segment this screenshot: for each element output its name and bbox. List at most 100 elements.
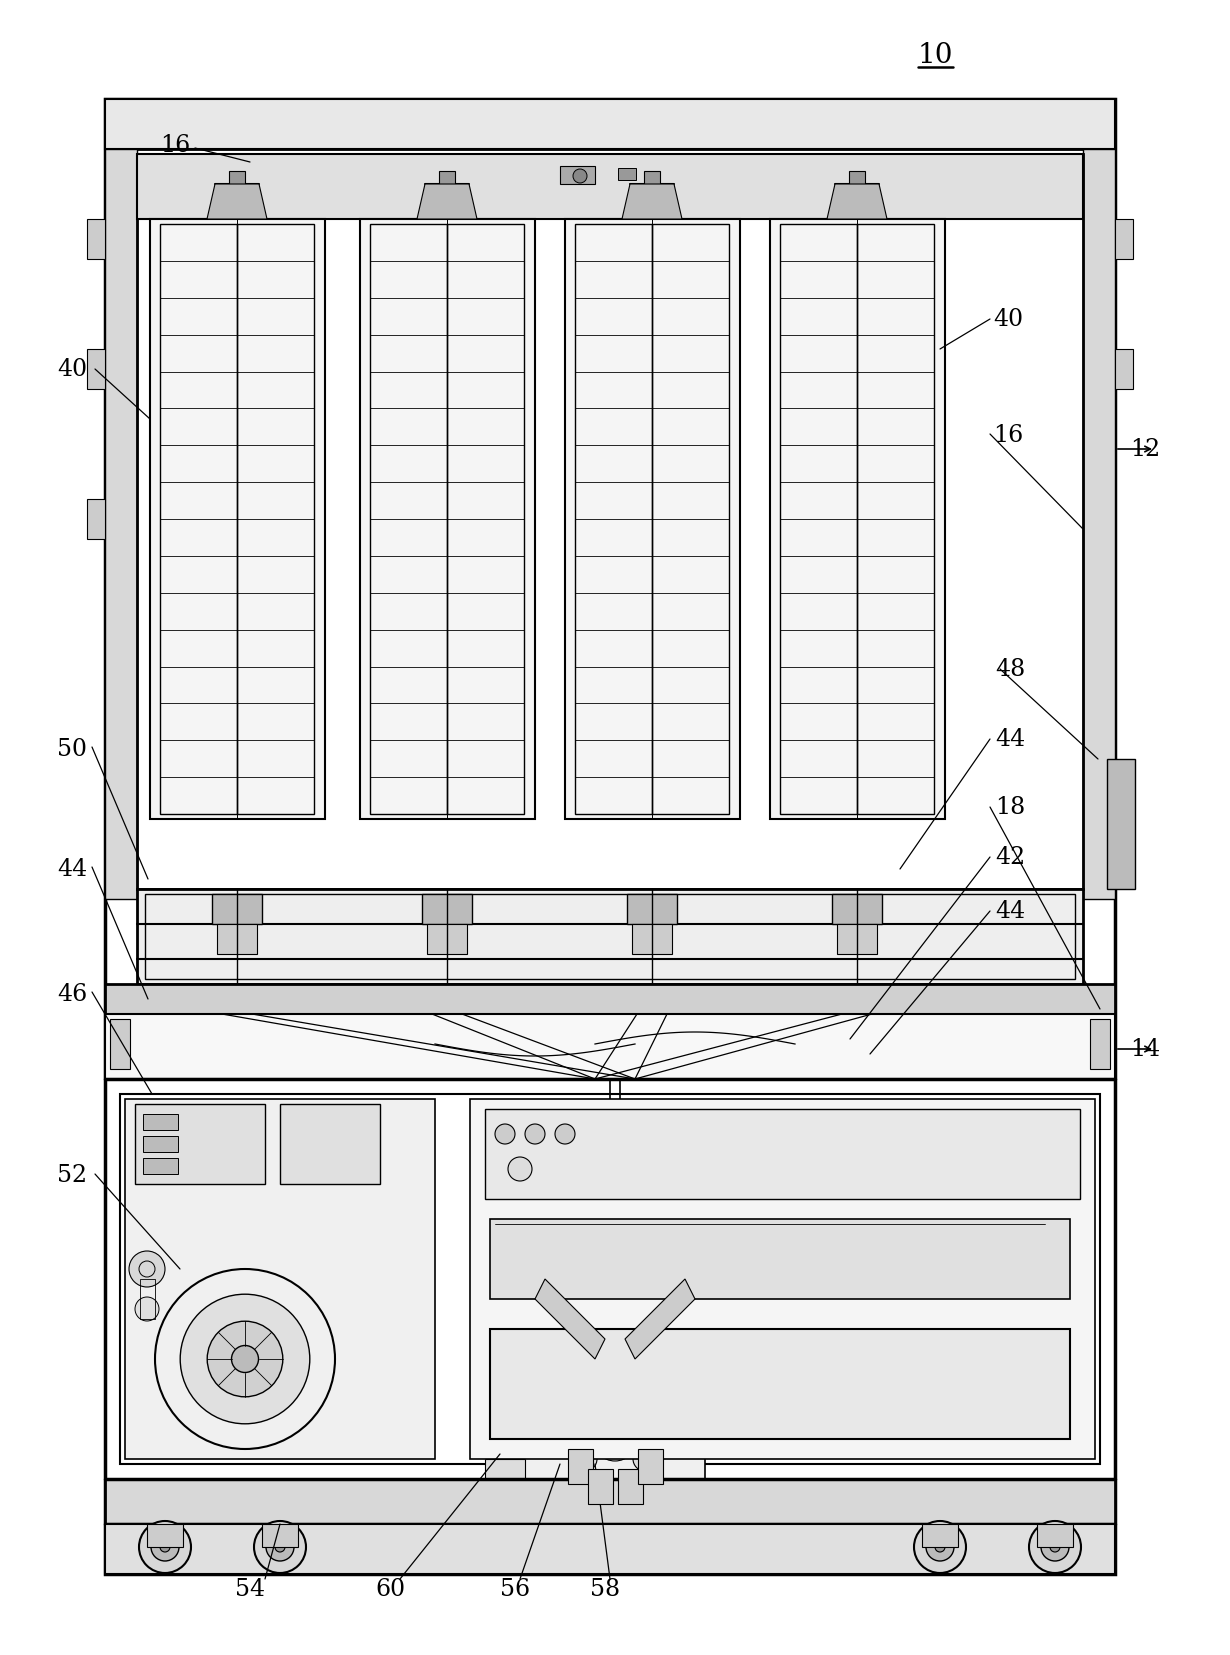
Bar (105, 151, 137, 899)
Polygon shape (417, 185, 477, 220)
Bar (105, 1480, 1116, 1524)
Bar (836, 925, 877, 955)
Circle shape (935, 1542, 945, 1552)
Text: 46: 46 (57, 983, 87, 1006)
Bar (849, 172, 865, 185)
Text: 56: 56 (499, 1577, 530, 1600)
Polygon shape (827, 185, 887, 220)
Bar (105, 1079, 1116, 1480)
Bar (105, 99, 1116, 1574)
Bar (137, 156, 1082, 220)
Circle shape (151, 1533, 180, 1561)
Bar (617, 169, 636, 180)
Bar (560, 167, 595, 185)
Bar (1116, 349, 1133, 391)
Bar (229, 172, 245, 185)
Text: 10: 10 (918, 41, 953, 68)
Circle shape (1050, 1542, 1060, 1552)
Bar (105, 985, 1116, 1015)
Text: 40: 40 (993, 308, 1023, 331)
Bar (212, 894, 262, 925)
Circle shape (914, 1521, 966, 1572)
Bar (652, 225, 729, 814)
Bar (485, 1460, 525, 1509)
Text: 12: 12 (1130, 439, 1160, 462)
Bar (1082, 151, 1116, 899)
Bar (427, 925, 467, 955)
Text: 14: 14 (1130, 1038, 1160, 1061)
Bar (490, 1329, 1070, 1440)
Bar (439, 172, 455, 185)
Circle shape (593, 1417, 637, 1461)
Circle shape (555, 1124, 574, 1144)
Text: 44: 44 (57, 857, 87, 880)
Circle shape (266, 1533, 294, 1561)
Circle shape (926, 1533, 954, 1561)
Circle shape (508, 1157, 533, 1182)
Bar (617, 1470, 643, 1504)
Bar (148, 1524, 183, 1547)
Bar (360, 220, 535, 819)
Bar (87, 220, 105, 260)
Circle shape (573, 1446, 597, 1471)
Bar (574, 225, 652, 814)
Bar (588, 1470, 613, 1504)
Text: 16: 16 (160, 134, 191, 157)
Bar (490, 1220, 1070, 1299)
Circle shape (633, 1446, 657, 1471)
Bar (632, 925, 672, 955)
Bar (143, 1137, 178, 1152)
Text: 42: 42 (995, 846, 1025, 869)
Text: 50: 50 (57, 738, 87, 761)
Bar (105, 99, 1116, 151)
Text: 18: 18 (995, 796, 1025, 819)
Text: 58: 58 (590, 1577, 620, 1600)
Bar (565, 220, 740, 819)
Bar (137, 889, 1082, 985)
Bar (109, 1019, 130, 1069)
Bar (638, 1450, 663, 1485)
Circle shape (1030, 1521, 1081, 1572)
Bar (922, 1524, 958, 1547)
Bar (262, 1524, 298, 1547)
Bar (140, 1279, 155, 1319)
Bar (370, 225, 446, 814)
Bar (150, 220, 325, 819)
Polygon shape (625, 1279, 695, 1359)
Circle shape (525, 1124, 545, 1144)
Bar (145, 894, 1075, 980)
Polygon shape (535, 1279, 605, 1359)
Circle shape (231, 1346, 258, 1372)
Bar (831, 894, 882, 925)
Circle shape (573, 170, 587, 184)
Circle shape (494, 1124, 515, 1144)
Bar (237, 225, 314, 814)
Bar (87, 349, 105, 391)
Circle shape (155, 1269, 335, 1450)
Text: 44: 44 (995, 900, 1025, 923)
Circle shape (207, 1321, 283, 1397)
Bar (280, 1104, 380, 1185)
Bar (568, 1450, 593, 1485)
Bar (121, 1094, 1100, 1465)
Circle shape (276, 1542, 285, 1552)
Bar (87, 500, 105, 540)
Circle shape (255, 1521, 306, 1572)
Bar (137, 156, 1082, 889)
Circle shape (129, 1251, 165, 1288)
Circle shape (557, 1382, 593, 1417)
Bar (422, 894, 472, 925)
Bar (780, 225, 857, 814)
Bar (125, 1099, 435, 1460)
Bar (485, 1109, 1080, 1200)
Bar (857, 225, 934, 814)
Text: 54: 54 (235, 1577, 264, 1600)
Bar (1037, 1524, 1073, 1547)
Bar (105, 1524, 1116, 1574)
Bar (525, 1259, 705, 1480)
Bar (105, 1015, 1116, 1079)
Bar (1090, 1019, 1109, 1069)
Bar (770, 220, 945, 819)
Bar (216, 925, 257, 955)
Circle shape (181, 1294, 310, 1423)
